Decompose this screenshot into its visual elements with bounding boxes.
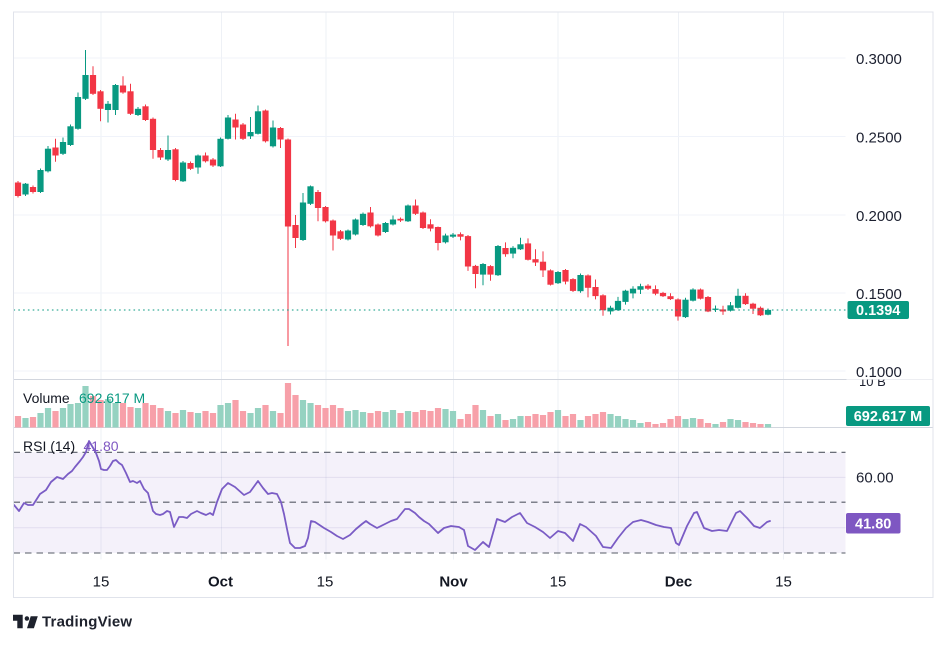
svg-text:Dec: Dec: [665, 574, 693, 591]
svg-text:RSI (14): RSI (14): [23, 438, 75, 454]
svg-text:60.00: 60.00: [856, 470, 894, 487]
svg-text:692.617 M: 692.617 M: [79, 390, 145, 406]
svg-text:41.80: 41.80: [84, 438, 119, 454]
svg-text:0.1394: 0.1394: [856, 303, 900, 319]
svg-text:Nov: Nov: [439, 574, 468, 591]
svg-text:15: 15: [93, 574, 110, 591]
svg-text:0.1500: 0.1500: [856, 286, 902, 303]
svg-text:10 B: 10 B: [859, 374, 886, 389]
svg-text:692.617 M: 692.617 M: [854, 409, 923, 425]
svg-text:Volume: Volume: [23, 390, 70, 406]
svg-text:41.80: 41.80: [855, 517, 891, 533]
svg-text:15: 15: [550, 574, 567, 591]
svg-text:TradingView: TradingView: [42, 614, 132, 631]
svg-text:0.1000: 0.1000: [856, 364, 902, 381]
svg-text:0.3000: 0.3000: [856, 51, 902, 68]
svg-text:Oct: Oct: [208, 574, 233, 591]
svg-text:0.2000: 0.2000: [856, 208, 902, 225]
svg-text:15: 15: [317, 574, 334, 591]
svg-text:0.2500: 0.2500: [856, 130, 902, 147]
svg-text:15: 15: [775, 574, 792, 591]
